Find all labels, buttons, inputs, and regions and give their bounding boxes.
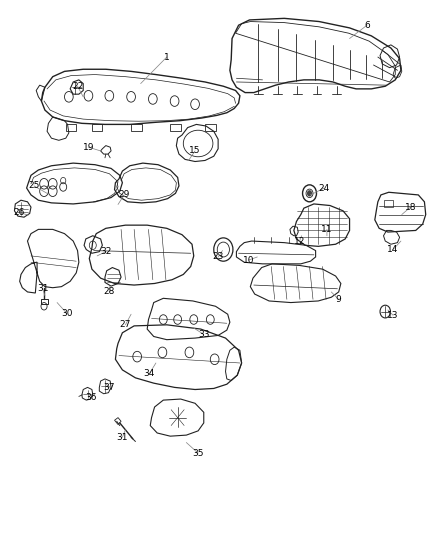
Text: 31: 31 xyxy=(117,433,128,442)
Text: 10: 10 xyxy=(243,256,254,265)
Circle shape xyxy=(307,190,312,197)
Text: 9: 9 xyxy=(336,295,342,304)
Text: 32: 32 xyxy=(100,247,112,256)
Text: 30: 30 xyxy=(61,309,72,318)
Text: 11: 11 xyxy=(321,225,333,234)
Text: 29: 29 xyxy=(118,190,130,199)
Text: 31: 31 xyxy=(37,284,49,293)
Text: 28: 28 xyxy=(104,287,115,296)
Text: 15: 15 xyxy=(189,147,201,156)
Text: 34: 34 xyxy=(144,369,155,378)
Text: 33: 33 xyxy=(198,330,209,339)
Text: 12: 12 xyxy=(294,237,305,246)
Text: 25: 25 xyxy=(28,181,40,190)
Text: 1: 1 xyxy=(164,53,170,62)
Text: 13: 13 xyxy=(387,311,399,320)
Text: 23: 23 xyxy=(212,253,224,262)
Text: 24: 24 xyxy=(319,183,330,192)
Text: 26: 26 xyxy=(13,208,25,217)
Text: 14: 14 xyxy=(387,245,399,254)
Text: 27: 27 xyxy=(120,320,131,329)
Text: 22: 22 xyxy=(72,82,83,91)
Text: 19: 19 xyxy=(83,143,94,152)
Text: 35: 35 xyxy=(192,449,204,458)
Text: 37: 37 xyxy=(103,383,115,392)
Text: 36: 36 xyxy=(85,393,96,402)
Text: 18: 18 xyxy=(405,203,416,212)
Text: 6: 6 xyxy=(364,21,370,30)
